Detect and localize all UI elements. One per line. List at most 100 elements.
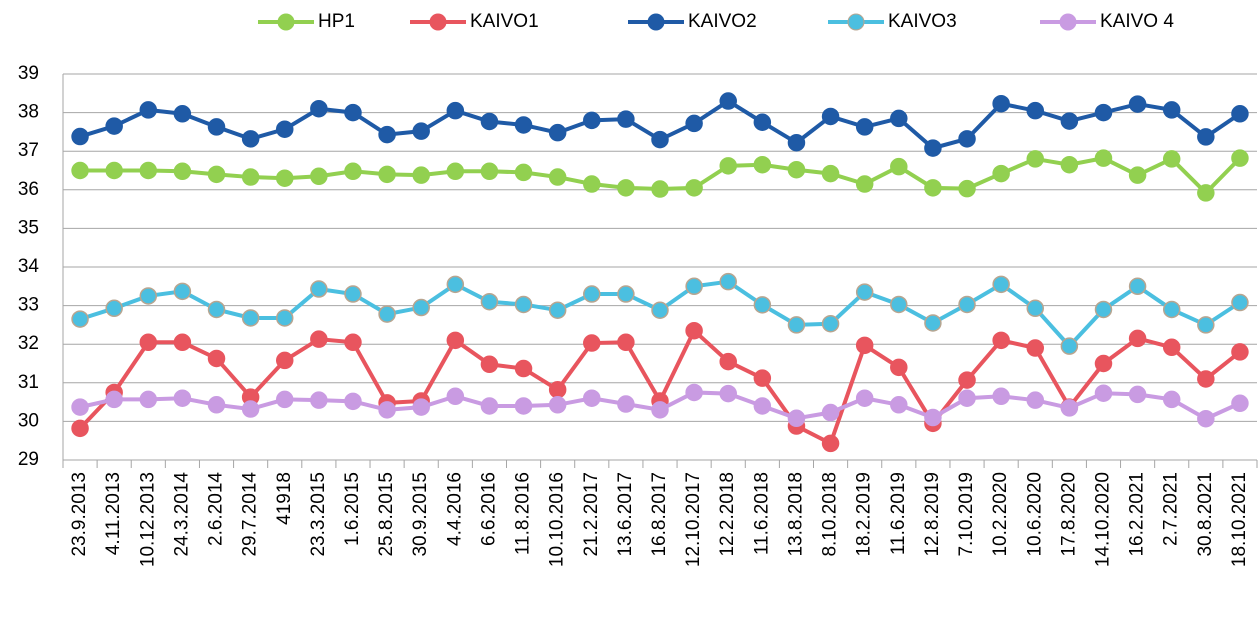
data-point	[207, 300, 226, 319]
x-tick-label: 18.2.2019	[854, 472, 875, 557]
data-point	[1162, 101, 1181, 119]
data-point	[1231, 149, 1249, 167]
data-point	[241, 309, 260, 327]
x-tick-label: 14.10.2020	[1093, 472, 1114, 567]
x-tick-label: 4.4.2016	[444, 472, 465, 546]
data-point	[173, 389, 192, 407]
data-point	[412, 166, 430, 184]
data-point	[275, 309, 294, 327]
data-point	[548, 301, 567, 319]
data-point	[753, 296, 772, 314]
data-point	[685, 114, 703, 133]
x-tick-label: 11.6.2019	[888, 472, 909, 555]
legend-label: KAIVO3	[888, 11, 957, 32]
data-point	[617, 179, 635, 197]
data-point	[139, 161, 158, 180]
data-point	[1162, 390, 1181, 409]
data-point	[924, 314, 942, 332]
data-point	[480, 292, 499, 311]
data-point	[378, 401, 396, 419]
data-point	[446, 275, 465, 294]
data-point	[821, 107, 840, 126]
data-point	[310, 391, 328, 409]
legend-marker	[277, 13, 295, 31]
data-point	[685, 179, 703, 197]
legend-marker	[647, 13, 665, 31]
data-point	[651, 301, 669, 319]
data-point	[173, 162, 192, 181]
data-point	[958, 371, 976, 389]
data-point	[514, 397, 533, 415]
legend-label: HP1	[318, 11, 355, 32]
data-point	[310, 280, 328, 298]
data-point	[1026, 299, 1045, 318]
data-point	[139, 101, 158, 119]
data-point	[583, 285, 601, 303]
data-point	[480, 112, 499, 131]
data-point	[583, 389, 601, 407]
data-point	[275, 351, 294, 370]
data-point	[241, 168, 260, 186]
legend-label: KAIVO2	[688, 11, 757, 32]
data-point	[685, 383, 703, 402]
y-tick-label: 34	[18, 256, 40, 277]
x-tick-label: 23.9.2013	[69, 472, 90, 557]
data-point	[890, 396, 908, 414]
x-tick-label: 13.6.2017	[615, 472, 636, 557]
data-point	[924, 408, 942, 427]
data-point	[924, 139, 942, 157]
data-point	[617, 110, 635, 128]
data-point	[344, 333, 362, 352]
data-point	[241, 130, 260, 148]
data-point	[583, 111, 601, 130]
data-point	[1162, 150, 1181, 168]
y-tick-label: 39	[18, 63, 39, 84]
data-point	[310, 330, 328, 348]
data-point	[1197, 184, 1215, 202]
data-point	[241, 400, 260, 418]
data-point	[344, 103, 362, 122]
data-point	[480, 355, 499, 374]
data-point	[753, 113, 772, 131]
data-point	[480, 397, 499, 415]
data-point	[207, 165, 226, 184]
data-point	[1094, 354, 1113, 373]
x-tick-label: 41918	[274, 472, 295, 525]
data-point	[890, 295, 908, 314]
data-point	[1231, 394, 1249, 413]
x-tick-label: 7.10.2019	[956, 472, 977, 557]
y-tick-label: 35	[18, 217, 39, 238]
y-tick-label: 30	[18, 410, 39, 431]
data-point	[105, 390, 123, 409]
data-point	[890, 109, 908, 128]
data-point	[1231, 105, 1249, 123]
data-point	[71, 127, 89, 146]
data-point	[548, 380, 567, 399]
data-point	[1128, 166, 1147, 184]
data-point	[1060, 337, 1079, 355]
data-point	[71, 398, 89, 416]
data-point	[1026, 339, 1045, 357]
x-tick-label: 6.6.2016	[478, 472, 499, 546]
data-point	[753, 369, 772, 387]
x-tick-label: 12.8.2019	[922, 472, 943, 557]
data-point	[207, 396, 226, 414]
x-tick-label: 10.2.2020	[990, 472, 1011, 557]
data-point	[310, 167, 328, 186]
y-tick-label: 33	[18, 295, 39, 316]
x-tick-label: 16.2.2021	[1127, 472, 1148, 557]
data-point	[548, 168, 567, 186]
data-point	[992, 331, 1010, 350]
data-point	[958, 130, 976, 148]
data-point	[344, 285, 362, 303]
data-point	[855, 118, 874, 136]
x-tick-label: 16.8.2017	[649, 472, 670, 557]
data-point	[378, 165, 396, 184]
data-point	[1128, 329, 1147, 348]
data-point	[719, 352, 737, 371]
data-point	[992, 275, 1010, 294]
data-point	[617, 285, 635, 303]
data-point	[1231, 343, 1249, 361]
data-point	[787, 133, 806, 152]
data-point	[1094, 103, 1113, 122]
